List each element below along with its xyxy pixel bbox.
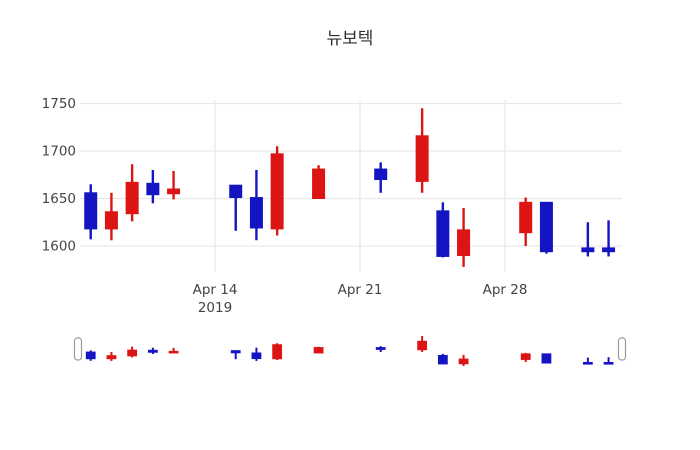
range-slider-candle <box>147 347 158 354</box>
candle-body <box>581 247 595 253</box>
candle[interactable] <box>229 184 243 231</box>
candle-body <box>602 247 616 253</box>
range-slider-candle <box>541 353 552 364</box>
y-axis-tick-label: 1650 <box>42 191 76 207</box>
candle-body <box>270 153 284 230</box>
range-slider-candle <box>313 346 324 354</box>
grid-lines <box>80 100 622 272</box>
range-slider-candle <box>520 352 531 363</box>
range-slider-candle <box>582 357 593 365</box>
candle[interactable] <box>539 201 553 254</box>
y-axis-tick-label: 1750 <box>42 96 76 112</box>
y-axis-tick-label: 1700 <box>42 144 76 160</box>
candle-body <box>167 188 181 195</box>
range-slider-candle-body <box>520 353 531 360</box>
range-slider-candle-body <box>458 358 469 365</box>
candle-body <box>125 181 139 215</box>
range-slider-candle <box>230 350 241 360</box>
candle-body <box>415 135 429 182</box>
range-slider-candle <box>375 346 386 352</box>
candle[interactable] <box>84 184 98 240</box>
candle-body <box>229 184 243 199</box>
range-slider[interactable] <box>73 336 627 366</box>
range-slider-candle <box>106 351 117 361</box>
range-slider-candle <box>417 336 428 352</box>
x-axis-tick-label: Apr 21 <box>338 282 383 298</box>
range-slider-candle-body <box>437 355 448 365</box>
x-axis-tick-sublabel: 2019 <box>198 300 232 316</box>
candle[interactable] <box>167 170 181 200</box>
candle[interactable] <box>249 170 263 241</box>
candles <box>84 108 616 267</box>
candle-body <box>312 168 326 200</box>
candle[interactable] <box>146 170 160 204</box>
range-slider-candle <box>603 357 614 365</box>
range-slider-candle-body <box>147 349 158 353</box>
candle[interactable] <box>270 146 284 236</box>
candle-body <box>84 192 98 230</box>
candle-body <box>539 201 553 253</box>
candle-body <box>457 229 471 257</box>
range-slider-candle-body <box>313 347 324 354</box>
range-slider-candle <box>168 347 179 354</box>
x-axis-tick-label: Apr 14 <box>193 282 238 298</box>
range-slider-candle <box>127 346 138 358</box>
range-slider-candle <box>251 347 262 361</box>
chart-title: 뉴보텍 <box>326 29 374 49</box>
candle[interactable] <box>602 220 616 257</box>
range-slider-candle <box>437 353 448 365</box>
range-slider-candle <box>458 354 469 366</box>
candle-body <box>519 201 533 234</box>
candle[interactable] <box>125 164 139 222</box>
candle-body <box>146 182 160 196</box>
range-slider-left-handle[interactable] <box>73 337 83 361</box>
candle-body <box>104 211 118 230</box>
range-slider-candle-body <box>375 347 386 350</box>
candle[interactable] <box>581 222 595 257</box>
range-slider-candle-body <box>541 353 552 364</box>
range-slider-right-handle[interactable] <box>617 337 627 361</box>
candle-body <box>374 168 388 181</box>
range-slider-candle-body <box>230 350 241 354</box>
range-slider-candle-body <box>417 340 428 351</box>
candle[interactable] <box>104 192 118 241</box>
range-slider-candle-body <box>603 362 614 365</box>
y-axis-tick-label: 1600 <box>42 239 76 255</box>
candle[interactable] <box>519 197 533 246</box>
range-slider-candle <box>85 350 96 361</box>
range-slider-candle-body <box>168 350 179 354</box>
candle[interactable] <box>415 108 429 193</box>
candle-body <box>249 197 263 229</box>
candle-body <box>436 210 450 257</box>
range-slider-candle-body <box>106 355 117 360</box>
x-axis-tick-label: Apr 28 <box>483 282 528 298</box>
candle[interactable] <box>312 165 326 200</box>
candle[interactable] <box>374 162 388 193</box>
candle[interactable] <box>457 208 471 267</box>
range-slider-candle-body <box>582 362 593 365</box>
range-slider-candle-body <box>85 351 96 360</box>
range-slider-candle-body <box>127 349 138 357</box>
candle[interactable] <box>436 202 450 258</box>
range-slider-candle-body <box>251 352 262 360</box>
range-slider-candle <box>272 343 283 361</box>
range-slider-candle-body <box>272 344 283 360</box>
